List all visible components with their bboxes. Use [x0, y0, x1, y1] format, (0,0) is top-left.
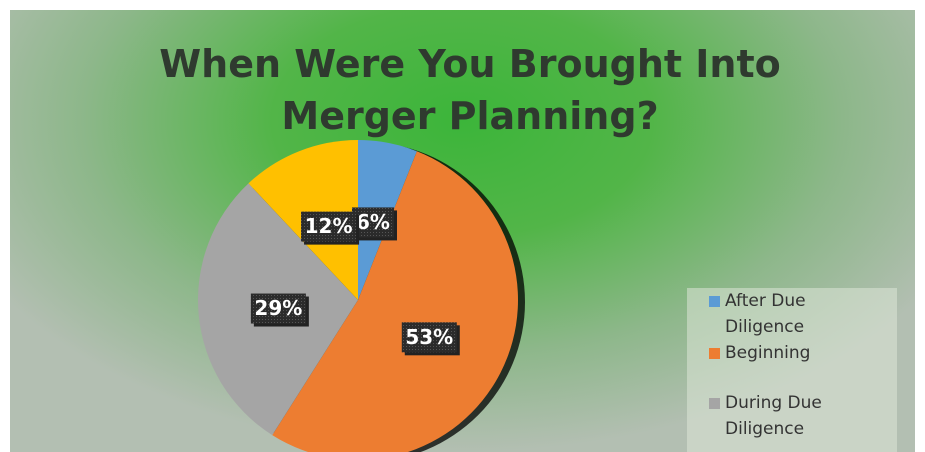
chart-title: When Were You Brought Into Merger Planni… [159, 42, 781, 138]
legend-swatch [709, 398, 720, 409]
legend-item: During Due Diligence [687, 390, 845, 442]
legend-item: After Due Diligence [687, 288, 845, 340]
legend-label: After Due Diligence [725, 291, 806, 337]
data-label-box [301, 211, 357, 242]
data-label-box [401, 322, 457, 353]
chart: 6% 53% 29% 12% [197, 140, 525, 452]
legend: After Due Diligence Beginning During Due D… [687, 288, 897, 452]
legend-label: During Due Diligence [725, 393, 822, 439]
pie-slice [272, 151, 518, 452]
legend-label: Beginning [725, 343, 811, 363]
chart-area: 6% 53% 29% 12% When Were You Brought Into M… [10, 10, 915, 452]
data-label: 29% [254, 296, 302, 320]
legend-swatch [709, 296, 720, 307]
legend-item: Beginning [687, 340, 845, 366]
data-label: 53% [405, 325, 453, 349]
legend-swatch [709, 348, 720, 359]
data-label: 12% [305, 214, 353, 238]
data-label-box [250, 293, 306, 324]
data-label: 6% [356, 210, 390, 234]
